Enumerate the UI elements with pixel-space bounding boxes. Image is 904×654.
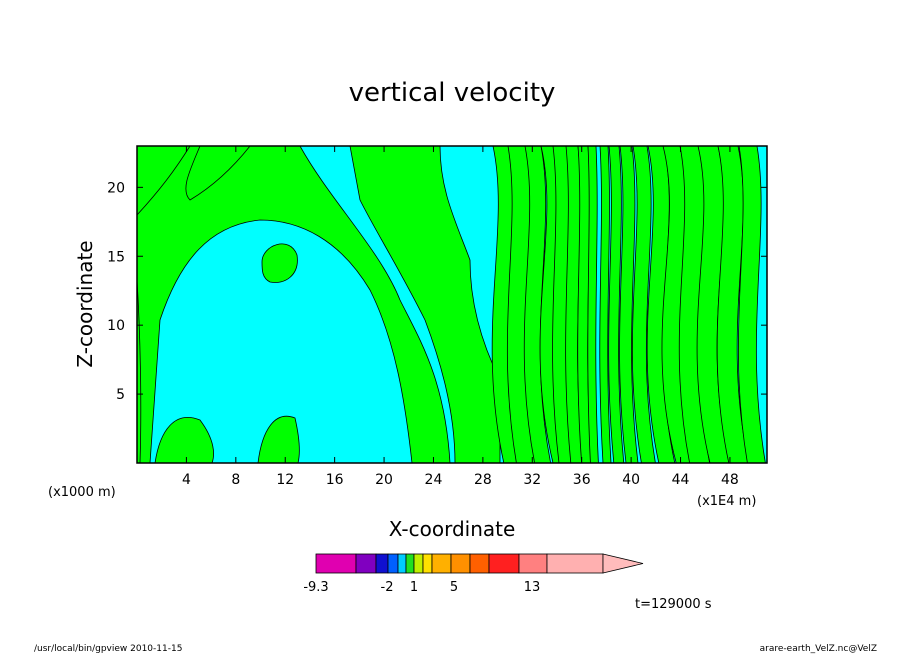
plot-frame [136,145,768,464]
footer-right: arare-earth_VelZ.nc@VelZ [760,644,877,654]
footer-left: /usr/local/bin/gpview 2010-11-15 [34,644,182,654]
colorbar-labels: -9.3 -2 1 5 13 [303,580,540,595]
contour-region [154,417,214,463]
colorbar-segment [469,553,490,574]
colorbar-segment [413,553,424,574]
y-tick-label: 5 [116,387,125,403]
y-axis-label: Z-coordinate [73,240,97,367]
colorbar-segment [397,553,407,574]
colorbar-label: 13 [524,580,541,595]
colorbar [315,553,644,574]
contour-streak [619,146,639,463]
x-tick-label: 48 [721,472,739,488]
x-tick-label: 8 [231,472,240,488]
colorbar-segment [355,553,377,574]
colorbar-segment [405,553,415,574]
x-ticks: 4 8 12 16 20 24 28 32 36 40 44 48 [182,146,739,488]
colorbar-segment [315,553,357,574]
time-label: t=129000 s [635,597,712,612]
x-tick-label: 36 [573,472,591,488]
colorbar-label: -9.3 [303,580,328,595]
x-tick-label: 24 [425,472,443,488]
x-tick-label: 20 [375,472,393,488]
colorbar-arrow [602,553,644,574]
contour-streak [587,146,599,463]
colorbar-segment [387,553,399,574]
x-tick-label: 40 [622,472,640,488]
contour-region [185,146,251,201]
colorbar-segment [450,553,471,574]
contour-streak [737,146,766,463]
colorbar-segment [375,553,389,574]
colorbar-segment [546,553,604,574]
colorbar-segment [518,553,548,574]
x-axis-label: X-coordinate [389,517,516,541]
colorbar-segment [488,553,520,574]
x-tick-label: 32 [523,472,541,488]
contour-streak [631,146,656,463]
contour-streak [599,146,612,463]
x-tick-label: 4 [182,472,191,488]
x-tick-label: 44 [672,472,690,488]
y-unit-label: (x1000 m) [48,485,116,500]
colorbar-label: 1 [410,580,418,595]
colorbar-label: 5 [450,580,458,595]
contour-region [349,146,501,463]
x-tick-label: 28 [474,472,492,488]
contour-field [137,146,766,463]
y-ticks: 5 10 15 20 [107,180,767,403]
colorbar-segment [431,553,452,574]
x-tick-label: 12 [276,472,294,488]
y-tick-label: 15 [107,249,125,265]
contour-streak [608,146,625,463]
contour-region [137,146,191,216]
chart-title: vertical velocity [349,78,556,108]
contour-region [261,243,298,283]
x-tick-label: 16 [326,472,344,488]
y-tick-label: 20 [107,180,125,196]
x-unit-label: (x1E4 m) [697,494,756,509]
contour-region [137,146,451,463]
colorbar-label: -2 [381,580,394,595]
contour-region [257,415,300,463]
colorbar-segment [422,553,433,574]
contour-streak [523,146,552,463]
y-tick-label: 10 [107,318,125,334]
